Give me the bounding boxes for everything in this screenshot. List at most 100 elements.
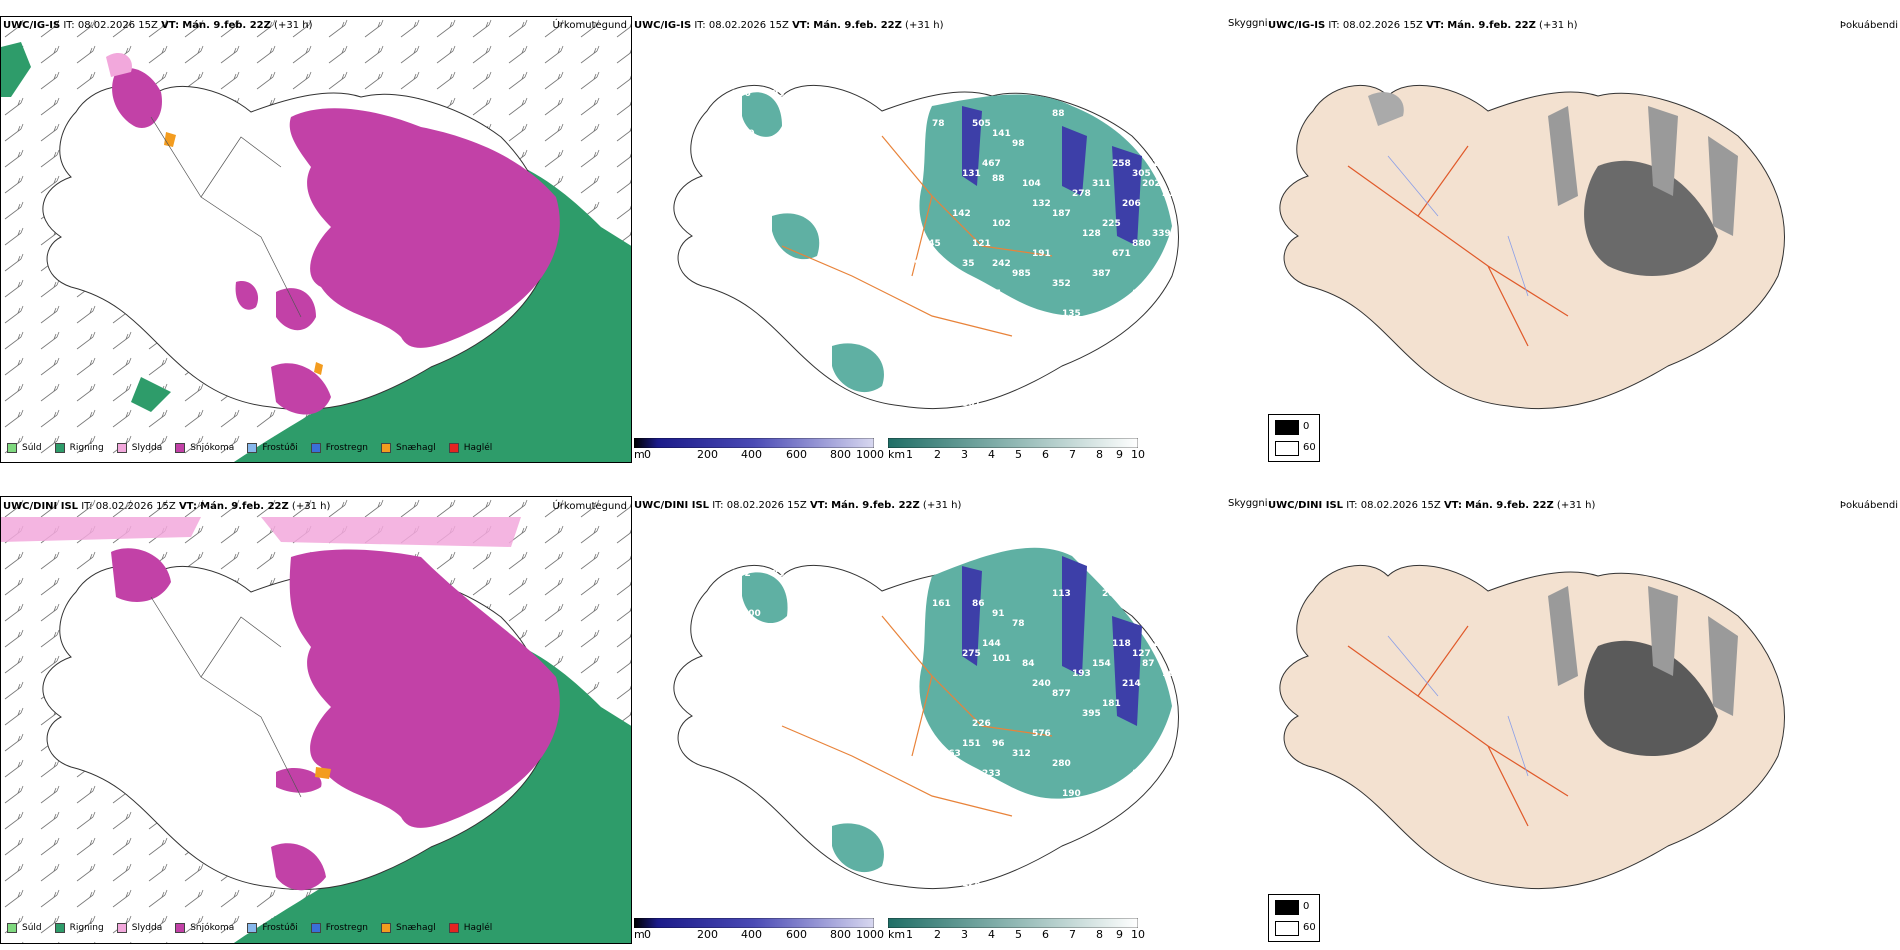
header-row2-fog: UWC/DINI ISL IT: 08.02.2026 15Z VT: Mán.… [1268,500,1596,511]
visibility-colorbar-row1: km 1 2 3 4 5 6 7 8 9 10 [888,438,1145,463]
visibility-scale-tick: 9 [1116,928,1123,941]
fog-panel-row1: UWC/IG-IS IT: 08.02.2026 15Z VT: Mán. 9.… [1268,16,1900,463]
fog-map-row1 [1279,84,1785,410]
header-row2-precip: UWC/DINI ISL IT: 08.02.2026 15Z VT: Mán.… [3,501,331,512]
snow-scale-unit: m [634,448,645,461]
visibility-scale-tick: 5 [1015,928,1022,941]
snow-depth-label: 192 [782,639,801,649]
visibility-scale-tick: 6 [1042,448,1049,461]
snow-depth-label: 86 [972,599,985,609]
precip-title-row2: Úrkomutegund [552,501,627,512]
snow-depth-label: 880 [1132,239,1151,249]
snow-depth-label: 115 [1152,639,1171,649]
legend-item: Frostregn [310,923,368,933]
legend-item: Snæhagl [381,923,436,933]
snow-depth-label: 352 [1052,279,1071,289]
snow-depth-label: 160 [1162,669,1181,679]
snow-depth-label: 339 [1152,229,1171,239]
visibility-scale-tick: 1 [906,928,913,941]
visibility-scale-tick: 8 [1096,928,1103,941]
snow-depth-label: 240 [1032,679,1051,689]
visibility-scale-tick: 3 [961,928,968,941]
snow-depth-label: 226 [972,719,991,729]
snow-depth-label: 147 [1132,289,1151,299]
snow-depth-label: 35 [962,259,975,269]
snow-depth-label: 395 [1082,709,1101,719]
snow-depth-label: 113 [1052,589,1071,599]
snow-depth-label: 142 [952,209,971,219]
snow-depth-label: 576 [1032,729,1051,739]
snow-depth-label: 128 [962,879,981,889]
snow-scale-tick: 1000 [856,448,884,461]
snow-depth-label: 301 [962,399,981,409]
snow-depth-label: 467 [982,159,1001,169]
snow-depth-label: 280 [1052,759,1071,769]
snow-depth-label: 113 [1152,159,1171,169]
snow-depth-label: 96 [992,739,1005,749]
snow-scale-tick: 200 [697,928,718,941]
snow-depth-label: 120 [862,729,881,739]
legend-item: Slydda [116,443,162,453]
snow-depth-label: 102 [992,219,1011,229]
snow-depth-label: 671 [1112,249,1131,259]
snow-depth-colorbar-row1: m 0 200 400 600 800 1000 [634,438,884,463]
visibility-scale-tick: 7 [1069,448,1076,461]
cloud-title-row1: Skyggni [1228,18,1268,29]
legend-item: Frostúði [247,443,298,453]
snow-depth-label: 181 [1102,699,1121,709]
snow-depth-label: 206 [1122,199,1141,209]
snow-depth-label: 75 [782,159,795,169]
visibility-scale-unit: km [888,928,906,941]
snow-depth-label: 108 [832,279,851,289]
snow-scale-tick: 0 [644,928,651,941]
header-row1-fog: UWC/IG-IS IT: 08.02.2026 15Z VT: Mán. 9.… [1268,20,1578,31]
precip-legend-row2: Súld Rigning Slydda Snjókoma Frostúði Fr… [7,923,505,933]
precip-map-row1 [1,17,631,462]
snow-depth-label: 135 [1062,309,1081,319]
legend-item: Rigning [54,923,104,933]
header-row1-visibility: UWC/IG-IS IT: 08.02.2026 15Z VT: Mán. 9.… [634,20,944,31]
snow-depth-label: 256 [732,89,751,99]
snow-depth-label: 144 [982,639,1001,649]
cloud-title-row2: Skyggni [1228,498,1268,509]
snow-depth-label: 131 [962,169,981,179]
precip-legend-row1: Súld Rigning Slydda Snjókoma Frostúði Fr… [7,443,505,453]
snow-depth-label: 191 [1032,249,1051,259]
snow-scale-tick: 400 [741,448,762,461]
legend-item: Snæhagl [381,443,436,453]
visibility-scale-tick: 6 [1042,928,1049,941]
snow-depth-label: 91 [992,609,1005,619]
snow-depth-label: 121 [972,239,991,249]
legend-item: Rigning [54,443,104,453]
visibility-scale-tick: 5 [1015,448,1022,461]
snow-depth-label: 109 [1132,769,1151,779]
legend-item: Súld [7,443,42,453]
snow-depth-label: 242 [992,259,1011,269]
snow-depth-label: 877 [1052,689,1071,699]
header-row2-visibility: UWC/DINI ISL IT: 08.02.2026 15Z VT: Mán.… [634,500,962,511]
snow-depth-label: 311 [1092,179,1111,189]
snow-depth-label: 127 [1132,649,1151,659]
snow-depth-label: 118 [1112,639,1131,649]
snow-depth-label: 505 [972,119,991,129]
visibility-scale-tick: 9 [1116,448,1123,461]
snow-depth-label: 151 [962,739,981,749]
snow-scale-unit: m [634,928,645,941]
header-row1-precip: UWC/IG-IS IT: 08.02.2026 15Z VT: Mán. 9.… [3,20,313,31]
fog-title-row1: Þokuábendi [1839,20,1898,31]
snow-depth-label: 312 [1012,749,1031,759]
fog-scale-legend-row1: 0 60 [1268,414,1320,462]
snow-depth-label: 193 [1072,669,1091,679]
snow-depth-label: 305 [1132,169,1151,179]
snow-depth-label: 202 [1142,179,1161,189]
visibility-colorbar-row2: km 1 2 3 4 5 6 7 8 9 10 [888,918,1145,944]
snow-depth-label: 787 [982,289,1001,299]
legend-item: Snjókoma [175,443,234,453]
snow-depth-label: 104 [1022,179,1041,189]
fog-scale-tick: 60 [1303,442,1316,453]
snow-depth-label: 87 [1142,659,1155,669]
snow-depth-label: 485 [1072,329,1091,339]
snow-depth-label: 152 [942,269,961,279]
visibility-scale-tick: 8 [1096,448,1103,461]
